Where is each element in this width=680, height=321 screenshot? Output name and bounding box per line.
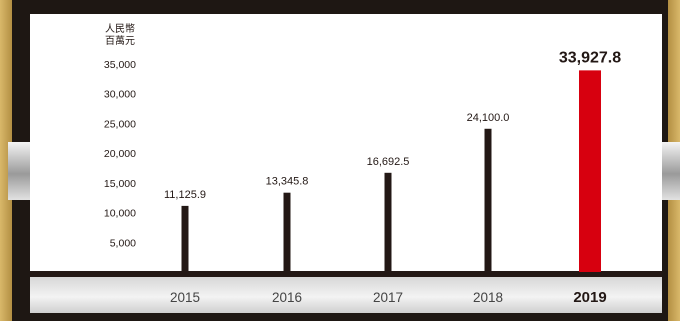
unit-label-line1: 人民幣: [105, 23, 135, 35]
x-tick-label: 2015: [170, 290, 200, 305]
chart-baseline: [30, 271, 662, 277]
highlight-bar: [579, 70, 601, 272]
x-tick-label: 2016: [272, 290, 302, 305]
data-bar: [283, 192, 291, 272]
y-tick-label: 10,000: [104, 208, 136, 220]
data-bar: [181, 205, 189, 272]
chart-panel: [30, 14, 662, 272]
y-tick-label: 25,000: [104, 118, 136, 130]
data-bar: [484, 128, 492, 272]
y-tick-label: 35,000: [104, 59, 136, 71]
y-tick-label: 5,000: [110, 237, 136, 249]
x-tick-label: 2017: [373, 290, 403, 305]
year-axis-band: [30, 277, 662, 313]
data-value-label: 24,100.0: [467, 112, 510, 124]
y-tick-label: 20,000: [104, 148, 136, 160]
data-value-label: 33,927.8: [559, 49, 621, 66]
silver-tab-right: [658, 142, 680, 200]
data-value-label: 16,692.5: [367, 156, 410, 168]
y-tick-label: 30,000: [104, 89, 136, 101]
y-tick-label: 15,000: [104, 178, 136, 190]
data-value-label: 11,125.9: [164, 189, 206, 201]
unit-label-line2: 百萬元: [105, 34, 135, 47]
x-tick-label: 2019: [573, 289, 606, 306]
gold-frame-left: [0, 0, 12, 321]
data-value-label: 13,345.8: [266, 176, 309, 188]
data-bar: [384, 172, 392, 272]
x-tick-label: 2018: [473, 290, 503, 305]
